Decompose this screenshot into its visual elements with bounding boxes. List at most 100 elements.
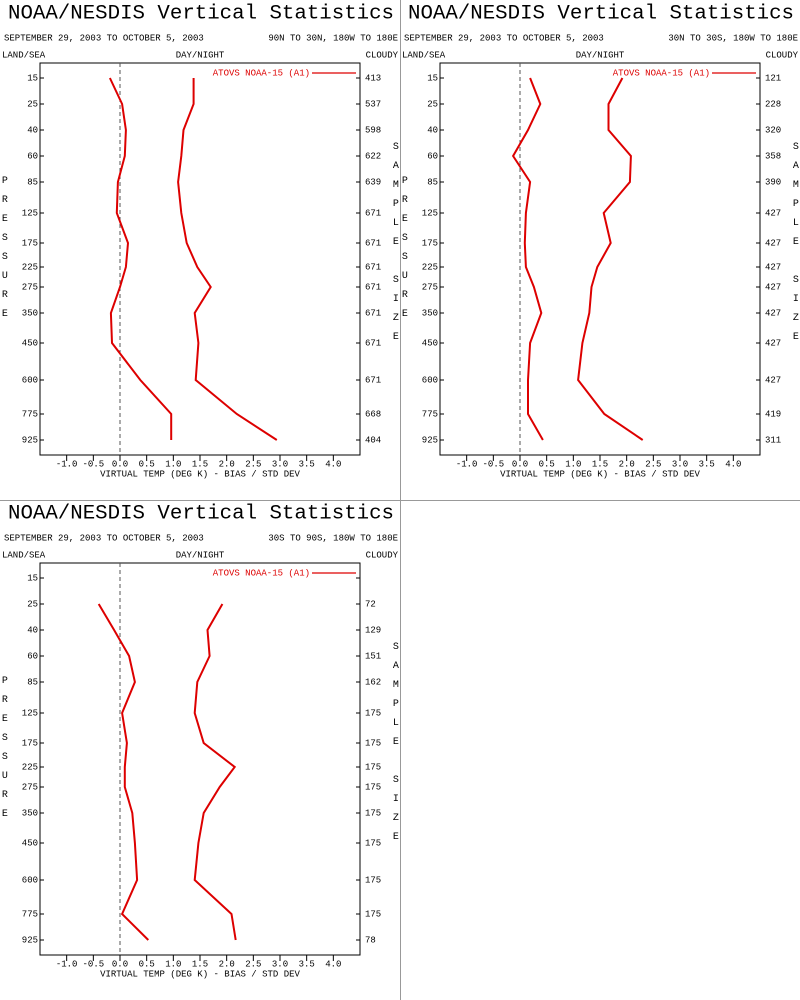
y-tick-label: 125 xyxy=(22,208,38,218)
sample-size: 162 xyxy=(365,677,381,687)
y2-axis-label: SAMPLE SIZE xyxy=(790,142,800,351)
x-tick-label: 4.0 xyxy=(325,459,341,469)
y-tick-label: 450 xyxy=(422,338,438,348)
bias-line xyxy=(108,77,173,440)
y-tick-label: 175 xyxy=(22,238,38,248)
x-tick-label: -1.0 xyxy=(56,459,78,469)
date-range: SEPTEMBER 29, 2003 TO OCTOBER 5, 2003 xyxy=(4,33,204,43)
y-tick-label: 450 xyxy=(22,838,38,848)
sample-size: 537 xyxy=(365,99,381,109)
x-tick-label: -0.5 xyxy=(83,959,105,969)
corner-label: LAND/SEA xyxy=(2,50,46,60)
y-tick-label: 775 xyxy=(22,909,38,919)
legend-label: ATOVS NOAA-15 (A1) xyxy=(613,68,710,78)
x-tick-label: 3.0 xyxy=(272,459,288,469)
y-tick-label: 925 xyxy=(22,435,38,445)
y-tick-label: 85 xyxy=(27,677,38,687)
sample-size: 311 xyxy=(765,435,781,445)
y-tick-label: 925 xyxy=(422,435,438,445)
chart-panel: NOAA/NESDIS Vertical Statistics SEPTEMBER… xyxy=(399,2,800,479)
sample-size: 427 xyxy=(765,308,781,318)
std-dev-line xyxy=(577,77,644,441)
sample-size: 175 xyxy=(365,808,381,818)
sample-size: 175 xyxy=(365,782,381,792)
x-tick-label: 1.0 xyxy=(165,459,181,469)
corner-label: CLOUDY xyxy=(766,50,799,60)
x-tick-label: 0.0 xyxy=(512,459,528,469)
x-tick-label: 0.0 xyxy=(112,459,128,469)
x-axis-label: VIRTUAL TEMP (DEG K) - BIAS / STD DEV xyxy=(500,469,700,479)
sample-size: 175 xyxy=(365,708,381,718)
y-tick-label: 40 xyxy=(27,625,38,635)
sample-size: 427 xyxy=(765,375,781,385)
sample-size: 404 xyxy=(365,435,381,445)
sample-size: 427 xyxy=(765,208,781,218)
y-tick-label: 25 xyxy=(427,99,438,109)
y-tick-label: 25 xyxy=(27,599,38,609)
chart-title: NOAA/NESDIS Vertical Statistics xyxy=(408,2,794,25)
x-tick-label: 1.0 xyxy=(165,959,181,969)
sample-size: 671 xyxy=(365,208,381,218)
x-tick-label: -0.5 xyxy=(483,459,505,469)
sample-size: 622 xyxy=(365,151,381,161)
corner-label: LAND/SEA xyxy=(2,550,46,560)
y-tick-label: 175 xyxy=(422,238,438,248)
y-tick-label: 225 xyxy=(22,262,38,272)
y-axis-label: PRESSURE xyxy=(0,676,10,828)
x-tick-label: 2.5 xyxy=(645,459,661,469)
y-tick-label: 125 xyxy=(22,708,38,718)
x-tick-label: 0.0 xyxy=(112,959,128,969)
y-tick-label: 925 xyxy=(22,935,38,945)
y-tick-label: 85 xyxy=(27,177,38,187)
legend-label: ATOVS NOAA-15 (A1) xyxy=(213,568,310,578)
region: 30N TO 30S, 180W TO 180E xyxy=(668,33,798,43)
y2-axis-label: SAMPLE SIZE xyxy=(390,142,401,351)
y-tick-label: 275 xyxy=(422,282,438,292)
x-tick-label: 0.5 xyxy=(539,459,555,469)
y-tick-label: 25 xyxy=(27,99,38,109)
bias-line xyxy=(511,77,544,441)
x-tick-label: 2.0 xyxy=(219,959,235,969)
y-tick-label: 775 xyxy=(22,409,38,419)
y-tick-label: 350 xyxy=(422,308,438,318)
y-tick-label: 275 xyxy=(22,782,38,792)
chart-title: NOAA/NESDIS Vertical Statistics xyxy=(8,2,394,25)
x-tick-label: 4.0 xyxy=(325,959,341,969)
region: 90N TO 30N, 180W TO 180E xyxy=(268,33,398,43)
sample-size: 358 xyxy=(765,151,781,161)
x-tick-label: 2.0 xyxy=(219,459,235,469)
sample-size: 175 xyxy=(365,875,381,885)
corner-label: DAY/NIGHT xyxy=(176,550,225,560)
x-tick-label: 3.0 xyxy=(272,959,288,969)
x-tick-label: -0.5 xyxy=(83,459,105,469)
x-tick-label: 0.5 xyxy=(139,959,155,969)
sample-size: 413 xyxy=(365,73,381,83)
sample-size: 129 xyxy=(365,625,381,635)
sample-size: 175 xyxy=(365,838,381,848)
sample-size: 671 xyxy=(365,282,381,292)
sample-size: 151 xyxy=(365,651,381,661)
sample-size: 671 xyxy=(365,238,381,248)
x-tick-label: 3.5 xyxy=(299,959,315,969)
corner-label: CLOUDY xyxy=(366,50,399,60)
legend-label: ATOVS NOAA-15 (A1) xyxy=(213,68,310,78)
y-tick-label: 225 xyxy=(22,762,38,772)
sample-size: 671 xyxy=(365,338,381,348)
y-tick-label: 125 xyxy=(422,208,438,218)
x-tick-label: 1.5 xyxy=(192,459,208,469)
y2-axis-label: SAMPLE SIZE xyxy=(390,642,401,851)
y-tick-label: 775 xyxy=(422,409,438,419)
y-axis-label: PRESSURE xyxy=(399,176,410,328)
y-tick-label: 225 xyxy=(422,262,438,272)
sample-size: 175 xyxy=(365,738,381,748)
x-tick-label: -1.0 xyxy=(456,459,478,469)
corner-label: DAY/NIGHT xyxy=(576,50,625,60)
x-tick-label: 2.5 xyxy=(245,959,261,969)
y-tick-label: 15 xyxy=(427,73,438,83)
std-dev-line xyxy=(177,78,278,441)
date-range: SEPTEMBER 29, 2003 TO OCTOBER 5, 2003 xyxy=(404,33,604,43)
y-tick-label: 600 xyxy=(422,375,438,385)
x-tick-label: 1.0 xyxy=(565,459,581,469)
chart-title: NOAA/NESDIS Vertical Statistics xyxy=(8,502,394,525)
std-dev-line xyxy=(193,603,237,941)
